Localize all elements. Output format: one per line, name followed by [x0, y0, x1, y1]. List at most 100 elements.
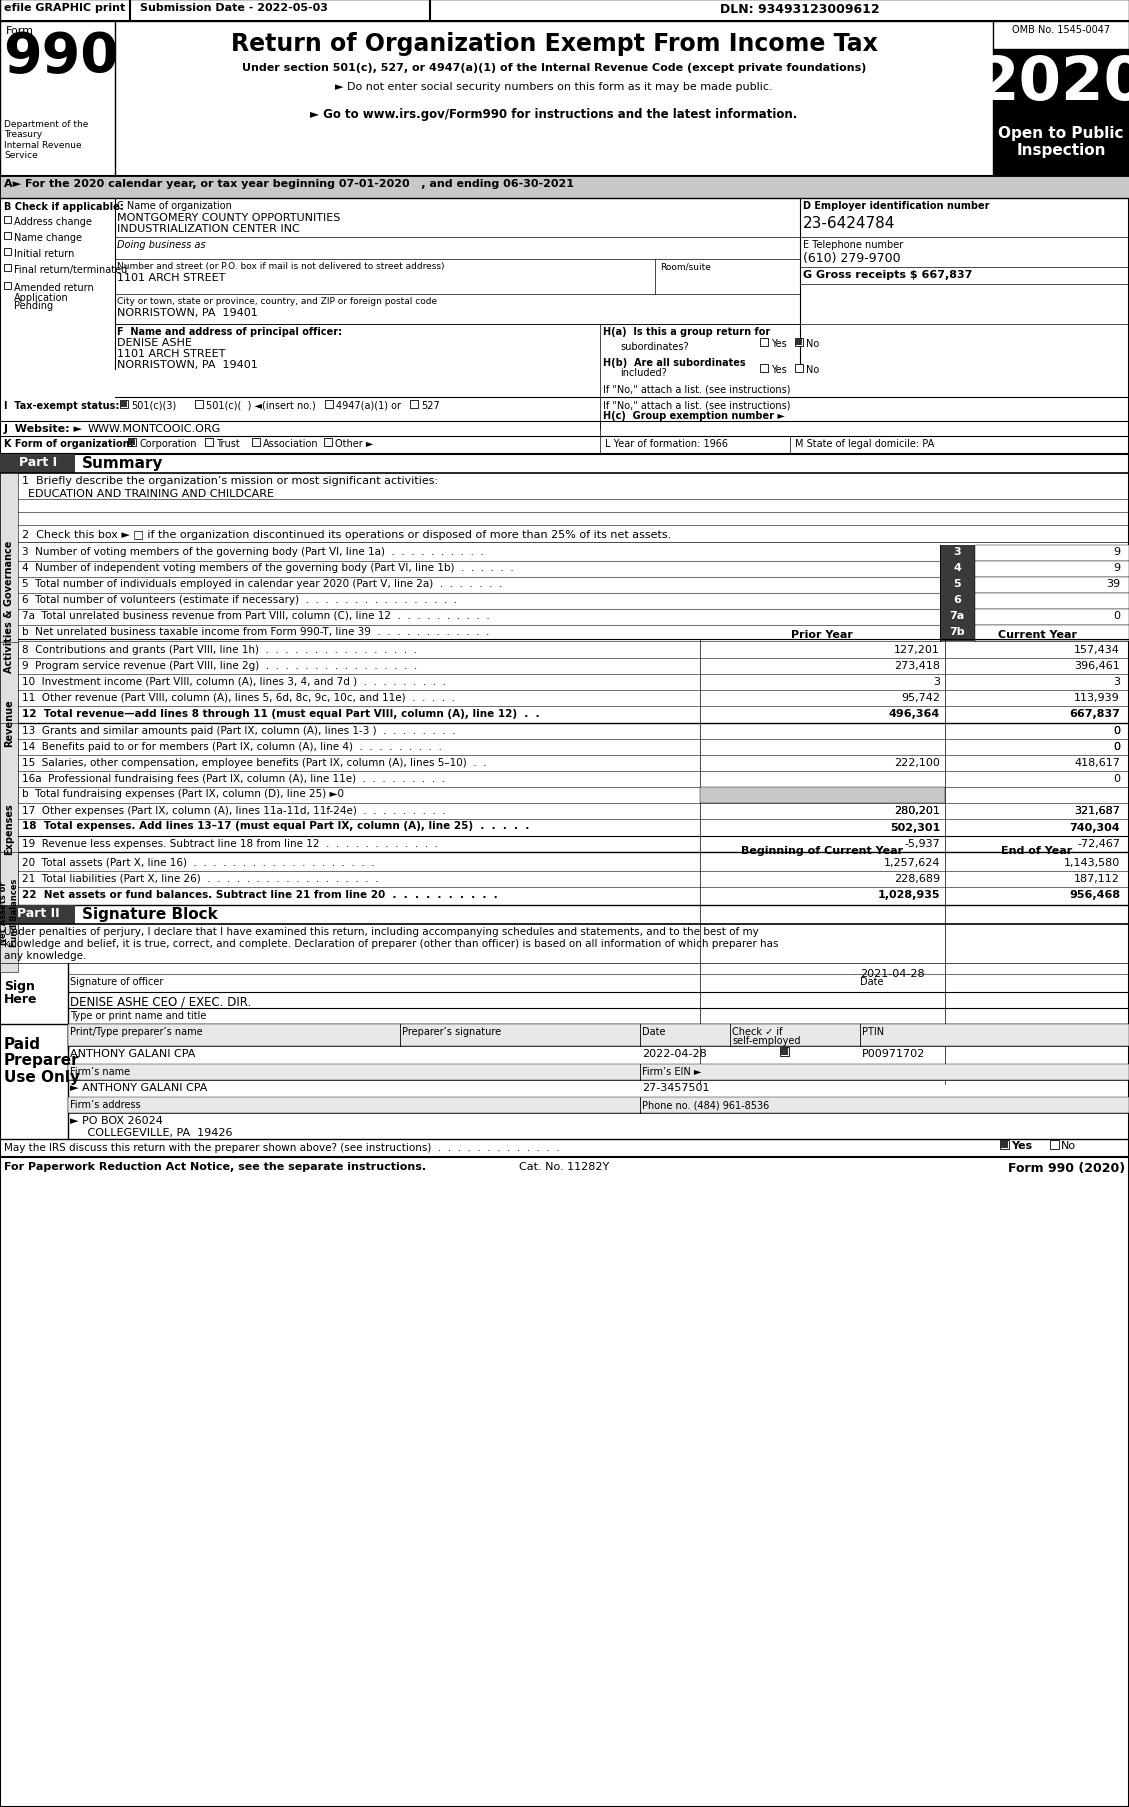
Text: Cat. No. 11282Y: Cat. No. 11282Y — [519, 1162, 610, 1171]
Bar — [1000, 1140, 1009, 1149]
Bar — [795, 365, 803, 372]
Bar — [5, 249, 11, 257]
Text: E Telephone number: E Telephone number — [803, 240, 903, 249]
Text: 13  Grants and similar amounts paid (Part IX, column (A), lines 1-3 )  .  .  .  : 13 Grants and similar amounts paid (Part… — [21, 726, 456, 735]
Bar — [1050, 1140, 1059, 1149]
Text: OMB No. 1545-0047: OMB No. 1545-0047 — [1012, 25, 1110, 34]
Text: 2020: 2020 — [975, 54, 1129, 112]
Bar — [324, 439, 332, 446]
Text: ► Go to www.irs.gov/Form990 for instructions and the latest information.: ► Go to www.irs.gov/Form990 for instruct… — [310, 108, 798, 121]
Text: COLLEGEVILLE, PA  19426: COLLEGEVILLE, PA 19426 — [70, 1128, 233, 1137]
Text: 496,364: 496,364 — [889, 708, 940, 719]
Bar — [940, 625, 975, 641]
Text: 0: 0 — [1113, 726, 1120, 735]
Text: DENISE ASHE: DENISE ASHE — [117, 338, 192, 347]
Bar — [780, 1048, 789, 1057]
Bar — [795, 340, 803, 347]
Text: MONTGOMERY COUNTY OPPORTUNITIES: MONTGOMERY COUNTY OPPORTUNITIES — [117, 213, 340, 222]
Bar — [129, 439, 135, 446]
Text: Firm’s EIN ►: Firm’s EIN ► — [642, 1066, 701, 1077]
Bar — [325, 401, 333, 408]
Bar — [128, 439, 135, 446]
Text: Return of Organization Exempt From Income Tax: Return of Organization Exempt From Incom… — [230, 33, 877, 56]
Bar — [5, 266, 11, 271]
Text: 1  Briefly describe the organization’s mission or most significant activities:: 1 Briefly describe the organization’s mi… — [21, 475, 438, 486]
Text: Preparer’s signature: Preparer’s signature — [402, 1026, 501, 1037]
Bar — [5, 217, 11, 224]
Text: 1101 ARCH STREET: 1101 ARCH STREET — [117, 273, 226, 284]
Text: D Employer identification number: D Employer identification number — [803, 201, 989, 211]
Text: G Gross receipts $ 667,837: G Gross receipts $ 667,837 — [803, 269, 972, 280]
Text: 418,617: 418,617 — [1074, 757, 1120, 768]
Text: b  Total fundraising expenses (Part IX, column (D), line 25) ►0: b Total fundraising expenses (Part IX, c… — [21, 788, 344, 799]
Text: Expenses: Expenses — [5, 802, 14, 855]
Text: Room/suite: Room/suite — [660, 262, 711, 271]
Text: 95,742: 95,742 — [901, 692, 940, 703]
Text: M State of legal domicile: PA: M State of legal domicile: PA — [795, 439, 935, 448]
Text: 0: 0 — [1113, 741, 1120, 752]
Text: 1101 ARCH STREET: 1101 ARCH STREET — [117, 349, 226, 360]
Text: If "No," attach a list. (see instructions): If "No," attach a list. (see instruction… — [603, 383, 790, 394]
Text: Current Year: Current Year — [998, 629, 1076, 640]
Text: No: No — [1061, 1140, 1076, 1151]
Text: 2021-04-28: 2021-04-28 — [860, 969, 925, 978]
Text: 0: 0 — [1113, 726, 1120, 735]
Text: 2022-04-28: 2022-04-28 — [642, 1048, 707, 1059]
Text: 6: 6 — [953, 595, 961, 605]
Text: INDUSTRIALIZATION CENTER INC: INDUSTRIALIZATION CENTER INC — [117, 224, 300, 233]
Text: If "No," attach a list. (see instructions): If "No," attach a list. (see instruction… — [603, 401, 790, 410]
Bar — [781, 1048, 788, 1055]
Text: Department of the
Treasury
Internal Revenue
Service: Department of the Treasury Internal Reve… — [5, 119, 88, 161]
Text: 10  Investment income (Part VIII, column (A), lines 3, 4, and 7d )  .  .  .  .  : 10 Investment income (Part VIII, column … — [21, 676, 446, 687]
Text: Trust: Trust — [216, 439, 239, 448]
Text: 396,461: 396,461 — [1075, 661, 1120, 670]
Bar — [796, 340, 802, 345]
Text: Part I: Part I — [19, 455, 58, 468]
Text: DLN: 93493123009612: DLN: 93493123009612 — [720, 4, 879, 16]
Bar — [0, 473, 18, 739]
Text: ANTHONY GALANI CPA: ANTHONY GALANI CPA — [70, 1048, 195, 1059]
Bar — [1001, 1142, 1008, 1149]
Text: 8  Contributions and grants (Part VIII, line 1h)  .  .  .  .  .  .  .  .  .  .  : 8 Contributions and grants (Part VIII, l… — [21, 645, 417, 654]
Text: Corporation: Corporation — [139, 439, 196, 448]
Text: self-employed: self-employed — [732, 1035, 800, 1046]
Text: 21  Total liabilities (Part X, line 26)  .  .  .  .  .  .  .  .  .  .  .  .  .  : 21 Total liabilities (Part X, line 26) .… — [21, 873, 378, 884]
Text: Firm’s address: Firm’s address — [70, 1099, 141, 1109]
Bar — [68, 1025, 1129, 1046]
Bar — [121, 401, 126, 408]
Bar — [975, 562, 1129, 578]
Text: EDUCATION AND TRAINING AND CHILDCARE: EDUCATION AND TRAINING AND CHILDCARE — [28, 488, 274, 499]
Text: 321,687: 321,687 — [1074, 806, 1120, 815]
Text: May the IRS discuss this return with the preparer shown above? (see instructions: May the IRS discuss this return with the… — [5, 1142, 560, 1153]
Text: Use Only: Use Only — [5, 1070, 80, 1084]
Bar — [0, 643, 18, 802]
Text: Sign: Sign — [5, 979, 35, 992]
Text: J  Website: ►: J Website: ► — [5, 425, 84, 434]
Text: 157,434: 157,434 — [1074, 645, 1120, 654]
Text: Final return/terminated: Final return/terminated — [14, 266, 128, 275]
Text: Date: Date — [860, 976, 884, 987]
Text: 5  Total number of individuals employed in calendar year 2020 (Part V, line 2a) : 5 Total number of individuals employed i… — [21, 578, 502, 589]
Text: F  Name and address of principal officer:: F Name and address of principal officer: — [117, 327, 342, 336]
Text: Doing business as: Doing business as — [117, 240, 205, 249]
Text: P00971702: P00971702 — [863, 1048, 926, 1059]
Text: Type or print name and title: Type or print name and title — [70, 1010, 207, 1021]
Bar — [994, 51, 1129, 119]
Text: 0: 0 — [1113, 611, 1120, 620]
Text: 4947(a)(1) or: 4947(a)(1) or — [336, 401, 401, 410]
Bar — [940, 595, 975, 609]
Bar — [0, 455, 75, 473]
Bar — [975, 595, 1129, 609]
Text: Activities & Governance: Activities & Governance — [5, 540, 14, 672]
Text: Yes: Yes — [771, 340, 787, 349]
Text: 7a: 7a — [949, 611, 964, 620]
Text: 9: 9 — [1113, 548, 1120, 557]
Bar — [205, 439, 213, 446]
Text: 321,687: 321,687 — [1074, 806, 1120, 815]
Bar — [0, 177, 1129, 199]
Text: Summary: Summary — [82, 455, 164, 472]
Text: Revenue: Revenue — [5, 699, 14, 746]
Text: Check ✓ if: Check ✓ if — [732, 1026, 782, 1037]
Text: 27-3457501: 27-3457501 — [642, 1082, 709, 1093]
Text: 2  Check this box ► □ if the organization discontinued its operations or dispose: 2 Check this box ► □ if the organization… — [21, 529, 672, 540]
